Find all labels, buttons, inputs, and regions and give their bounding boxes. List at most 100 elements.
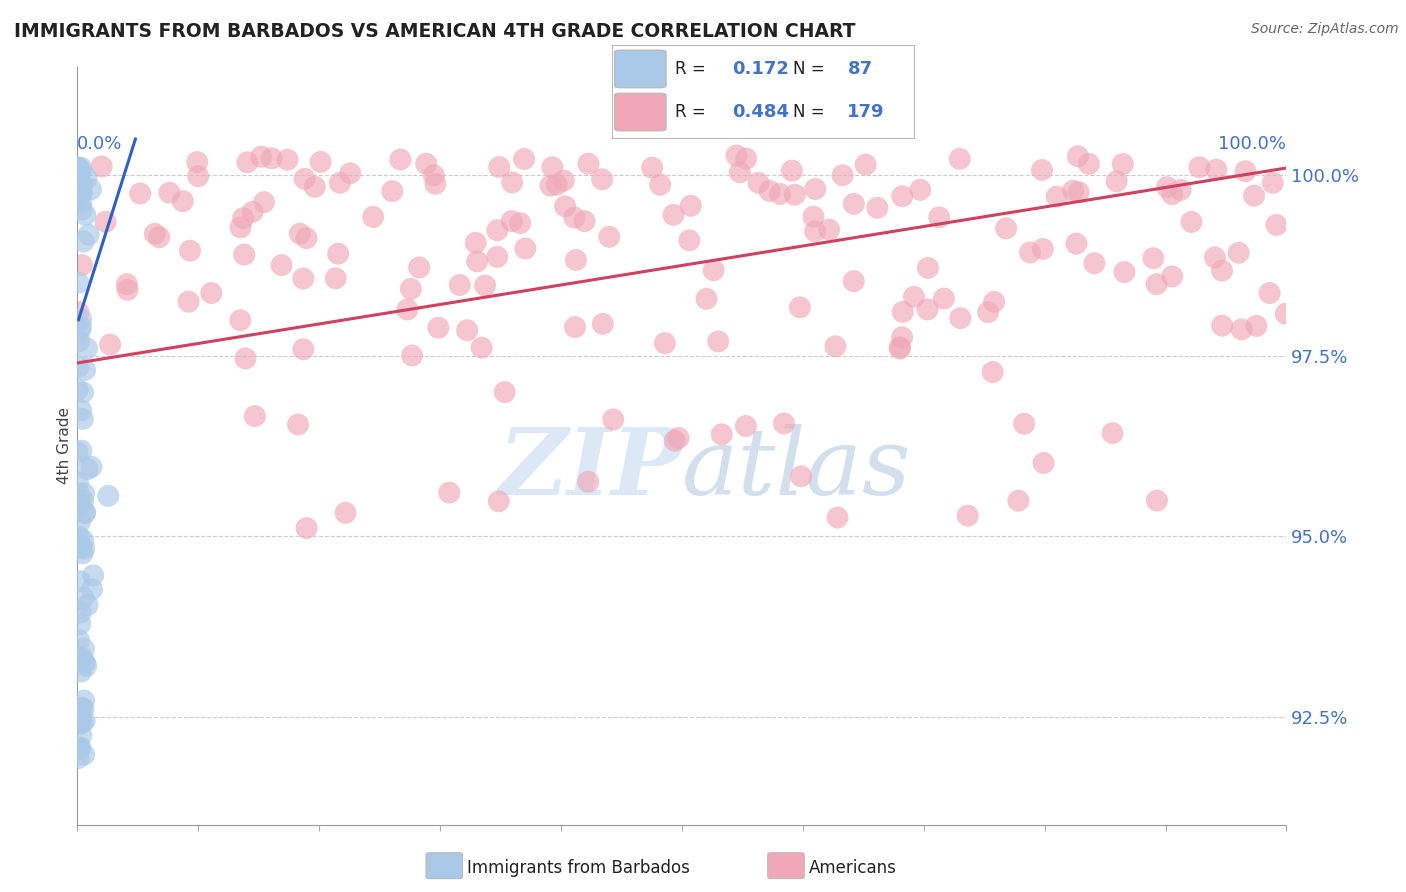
Point bbox=[818, 222, 841, 236]
Point bbox=[401, 349, 423, 363]
Point bbox=[474, 278, 496, 293]
Text: N =: N = bbox=[793, 60, 824, 78]
Point bbox=[235, 351, 257, 366]
Point bbox=[1112, 157, 1135, 171]
Point bbox=[76, 171, 98, 186]
Point bbox=[69, 166, 91, 180]
Point bbox=[903, 290, 925, 304]
Point bbox=[76, 598, 98, 612]
Point bbox=[67, 161, 90, 175]
Point bbox=[73, 714, 96, 728]
Point bbox=[270, 258, 292, 272]
Point bbox=[253, 195, 276, 210]
Point bbox=[866, 201, 889, 215]
Point bbox=[564, 320, 586, 334]
Point bbox=[488, 160, 510, 174]
Point bbox=[70, 161, 93, 175]
Point bbox=[82, 568, 104, 582]
Point bbox=[381, 184, 404, 198]
Point bbox=[1211, 318, 1233, 333]
Point bbox=[70, 700, 93, 714]
Point bbox=[842, 274, 865, 288]
Point bbox=[1258, 286, 1281, 301]
Point bbox=[509, 216, 531, 230]
Y-axis label: 4th Grade: 4th Grade bbox=[56, 408, 72, 484]
Point bbox=[339, 166, 361, 180]
Point bbox=[75, 208, 97, 222]
Point bbox=[66, 180, 89, 194]
Point bbox=[70, 312, 93, 326]
Point bbox=[329, 176, 352, 190]
Point bbox=[425, 177, 447, 191]
Point bbox=[1046, 189, 1069, 203]
Point bbox=[1114, 265, 1136, 279]
Point bbox=[1227, 245, 1250, 260]
Point bbox=[69, 740, 91, 755]
Text: N =: N = bbox=[793, 103, 824, 121]
Point bbox=[69, 741, 91, 756]
Point bbox=[956, 508, 979, 523]
Point bbox=[70, 650, 93, 665]
Point bbox=[66, 445, 89, 459]
Point bbox=[891, 305, 914, 319]
Point bbox=[67, 187, 90, 202]
Point bbox=[157, 186, 180, 200]
Point bbox=[1146, 277, 1168, 292]
Point bbox=[67, 633, 90, 648]
Point bbox=[67, 334, 90, 349]
Point bbox=[1032, 456, 1054, 470]
Point bbox=[540, 178, 562, 193]
Point bbox=[983, 294, 1005, 309]
Point bbox=[67, 486, 90, 500]
Point bbox=[1188, 160, 1211, 174]
Point bbox=[465, 254, 488, 268]
Point bbox=[72, 702, 94, 716]
Point bbox=[710, 427, 733, 442]
Point bbox=[1067, 149, 1090, 163]
Point bbox=[889, 342, 911, 356]
Point bbox=[67, 276, 90, 290]
Point bbox=[1246, 318, 1268, 333]
Point bbox=[77, 227, 100, 242]
Point bbox=[98, 337, 121, 351]
Point bbox=[1031, 163, 1053, 178]
Point bbox=[73, 641, 96, 656]
Point bbox=[76, 342, 98, 356]
Point bbox=[789, 301, 811, 315]
Text: Americans: Americans bbox=[808, 859, 897, 877]
Point bbox=[70, 178, 93, 192]
Point bbox=[73, 486, 96, 500]
Point bbox=[69, 324, 91, 338]
Point bbox=[75, 505, 97, 519]
Text: 87: 87 bbox=[848, 60, 873, 78]
Text: 0.484: 0.484 bbox=[733, 103, 790, 121]
Point bbox=[229, 313, 252, 327]
Point bbox=[1261, 176, 1284, 190]
Point bbox=[439, 485, 461, 500]
Point bbox=[288, 227, 311, 241]
Point bbox=[891, 330, 914, 344]
Point bbox=[464, 235, 486, 250]
Point bbox=[471, 341, 494, 355]
Point bbox=[66, 383, 89, 397]
Point bbox=[361, 210, 384, 224]
Point bbox=[80, 582, 103, 597]
Point bbox=[928, 211, 950, 225]
Point bbox=[72, 412, 94, 426]
Point bbox=[827, 510, 849, 524]
Point bbox=[80, 182, 103, 196]
Point bbox=[389, 153, 412, 167]
Point bbox=[295, 521, 318, 535]
Point bbox=[650, 178, 672, 192]
Point bbox=[70, 320, 93, 334]
Point bbox=[143, 227, 166, 241]
Point bbox=[73, 656, 96, 670]
Point bbox=[70, 202, 93, 217]
Point bbox=[396, 302, 419, 317]
Point bbox=[1067, 185, 1090, 199]
Point bbox=[1032, 242, 1054, 256]
Point bbox=[70, 186, 93, 200]
Text: 0.172: 0.172 bbox=[733, 60, 789, 78]
Point bbox=[662, 208, 685, 222]
Point bbox=[250, 150, 273, 164]
